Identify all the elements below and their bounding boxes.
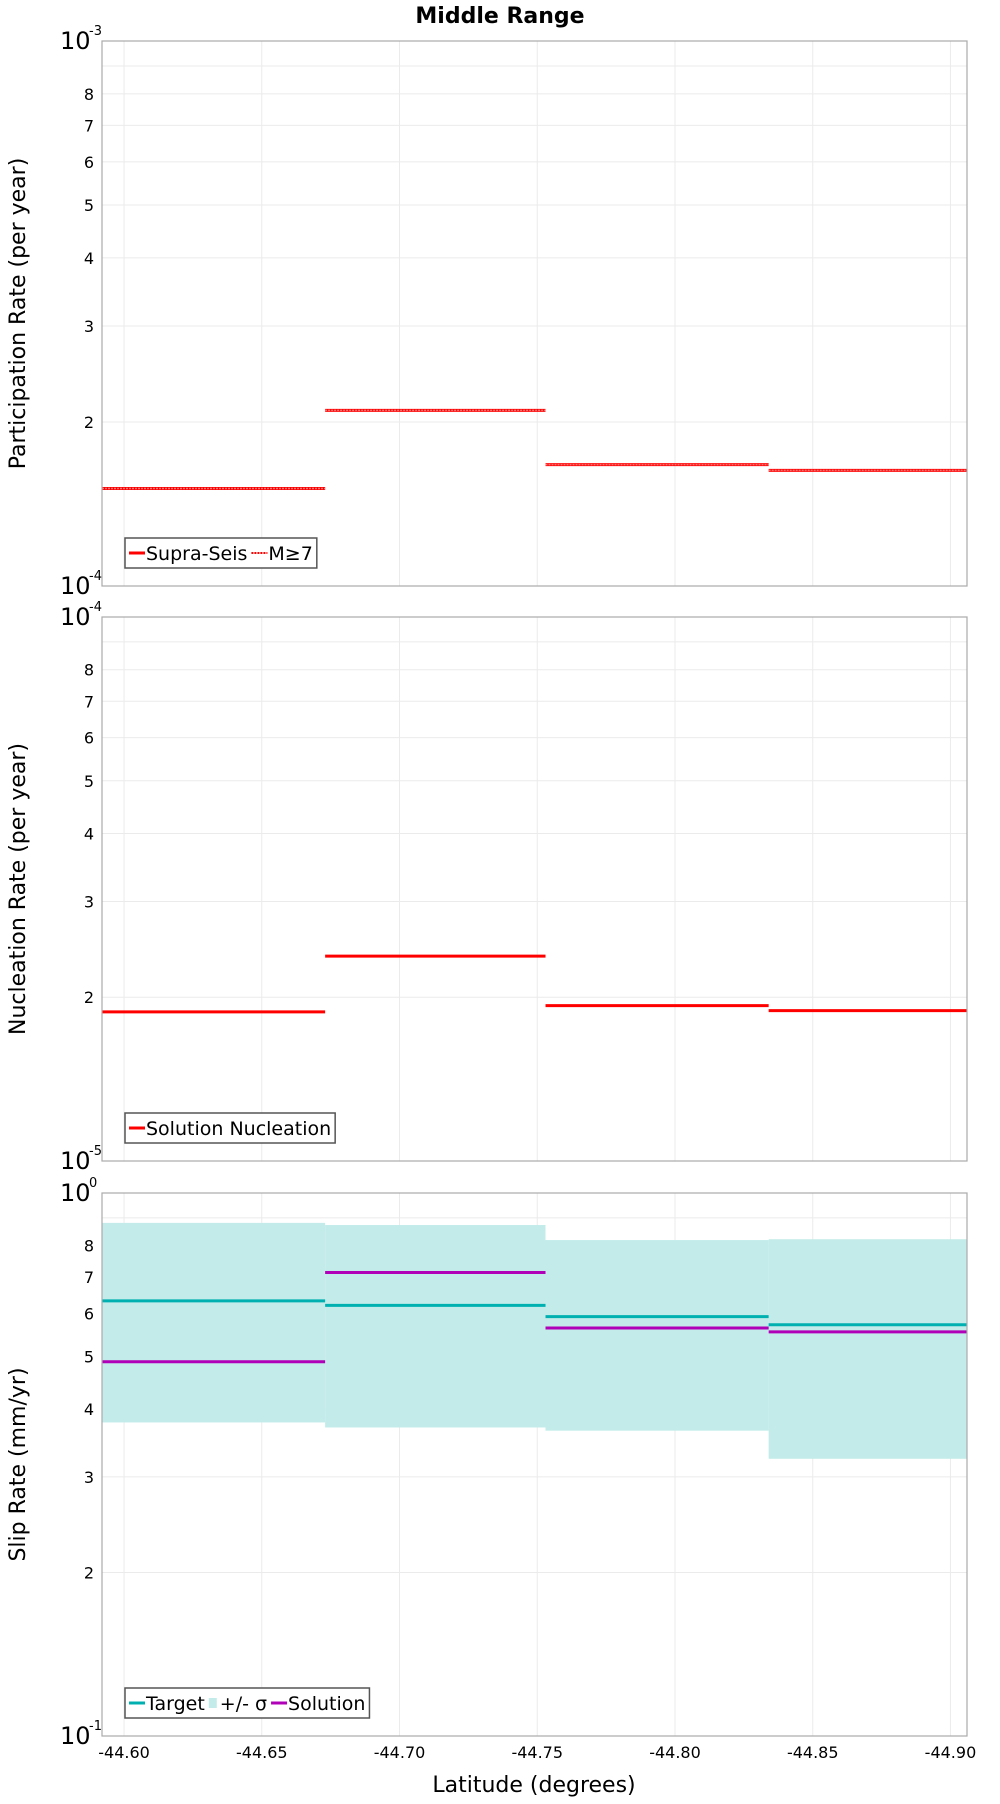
- y-tick-label: 6: [84, 729, 94, 748]
- y-tick-label: 5: [84, 196, 94, 215]
- y-tick-label: 4: [84, 824, 94, 843]
- y-tick-label: 6: [84, 1304, 94, 1323]
- y-tick-label: 7: [84, 116, 94, 135]
- y-tick-label: 8: [84, 661, 94, 680]
- legend-box: [124, 1112, 336, 1144]
- y-tick-label: 7: [84, 692, 94, 711]
- sigma-band-segment: [325, 1225, 546, 1428]
- y-tick-label: 4: [84, 1400, 94, 1419]
- legend-label: Solution: [288, 1693, 365, 1715]
- y-tick-label: 5: [84, 772, 94, 791]
- y-tick-label: 2: [84, 1564, 94, 1583]
- legend-label: M≥7: [268, 543, 312, 565]
- legend-label: Solution Nucleation: [146, 1118, 331, 1140]
- y-tick-major-base: 10: [60, 27, 91, 55]
- y-tick-major-base: 10: [60, 1722, 91, 1750]
- x-tick-label: -44.80: [649, 1743, 701, 1762]
- y-tick-major-exponent: 0: [89, 1176, 97, 1191]
- legend-label: Target: [145, 1693, 205, 1715]
- x-tick-label: -44.75: [511, 1743, 563, 1762]
- sigma-band-segment: [545, 1240, 769, 1431]
- y-tick-major-exponent: -1: [89, 1719, 102, 1734]
- y-tick-label: 4: [84, 249, 94, 268]
- x-tick-label: -44.70: [374, 1743, 426, 1762]
- x-tick-label: -44.90: [925, 1743, 977, 1762]
- legend: Solution Nucleation: [124, 1112, 336, 1144]
- legend-box: [124, 1687, 371, 1719]
- plot-frame: [101, 40, 968, 587]
- plot-frame: [101, 1192, 968, 1737]
- y-tick-label: 3: [84, 317, 94, 336]
- x-tick-label: -44.85: [787, 1743, 839, 1762]
- plot-frame: [101, 616, 968, 1162]
- y-tick-major-base: 10: [60, 572, 91, 600]
- legend-label: Supra-Seis: [146, 543, 247, 565]
- legend-swatch: [208, 1698, 217, 1708]
- y-tick-label: 2: [84, 413, 94, 432]
- x-tick-label: -44.65: [236, 1743, 288, 1762]
- legend-box: [124, 537, 318, 569]
- legend: Target +/- σ Solution: [124, 1687, 371, 1719]
- y-tick-label: 2: [84, 988, 94, 1007]
- y-tick-major-exponent: -4: [89, 569, 102, 584]
- y-axis-label: Nucleation Rate (per year): [6, 743, 31, 1035]
- y-tick-label: 7: [84, 1268, 94, 1287]
- y-tick-major-base: 10: [60, 1147, 91, 1175]
- sigma-band-segment: [768, 1239, 967, 1459]
- y-tick-label: 8: [84, 85, 94, 104]
- y-tick-label: 8: [84, 1237, 94, 1256]
- sigma-band-segment: [102, 1222, 326, 1423]
- x-tick-label: -44.60: [98, 1743, 150, 1762]
- y-tick-label: 5: [84, 1347, 94, 1366]
- y-tick-major-base: 10: [60, 603, 91, 631]
- legend: Supra-Seis M≥7: [124, 537, 318, 569]
- y-tick-label: 3: [84, 892, 94, 911]
- legend-label: +/- σ: [220, 1693, 267, 1715]
- y-tick-major-exponent: -5: [89, 1144, 102, 1159]
- chart-title: Middle Range: [415, 4, 584, 29]
- y-tick-major-exponent: -4: [89, 600, 102, 615]
- y-axis-label: Slip Rate (mm/yr): [6, 1367, 31, 1561]
- x-axis-label: Latitude (degrees): [432, 1773, 635, 1798]
- y-axis-label: Participation Rate (per year): [6, 158, 31, 470]
- y-tick-major-exponent: -3: [89, 24, 102, 39]
- y-tick-label: 6: [84, 153, 94, 172]
- y-tick-label: 3: [84, 1468, 94, 1487]
- y-tick-major-base: 10: [60, 1179, 91, 1207]
